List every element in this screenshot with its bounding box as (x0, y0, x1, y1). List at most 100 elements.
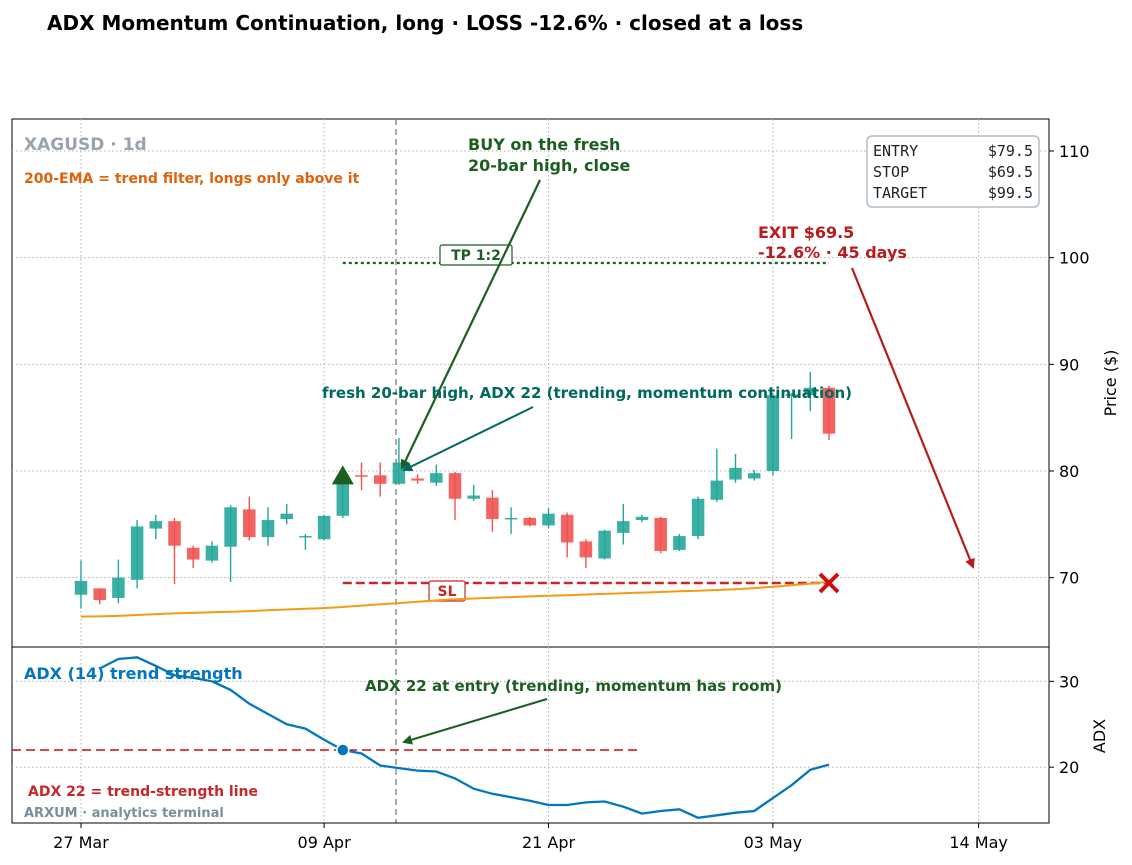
candle-body (411, 478, 424, 481)
candle-body (747, 473, 761, 479)
candle (467, 484, 480, 501)
candle (617, 504, 630, 545)
adx-panel-frame (11, 646, 1050, 824)
signal-annotation: fresh 20-bar high, ADX 22 (trending, mom… (322, 384, 852, 402)
candle (299, 533, 312, 550)
watermark: ARXUM · analytics terminal (24, 806, 224, 821)
adx-entry-dot (336, 743, 350, 757)
candle (74, 560, 88, 609)
info-entry-label: ENTRY (873, 142, 918, 160)
candle (224, 505, 237, 582)
candle-body (224, 507, 237, 547)
adx-y-tick-label: 30 (1059, 672, 1079, 691)
candle (804, 371, 817, 412)
price-y-label: Price ($) (1101, 350, 1120, 417)
candle (598, 529, 611, 560)
candle (654, 516, 667, 554)
price-panel: 70 80 90 100 110 Price ($) XAGUSD · 1d 200-E… (11, 118, 1120, 823)
candle (710, 448, 724, 502)
candle (280, 504, 293, 525)
info-stop-value: $69.5 (988, 163, 1033, 181)
candle-body (617, 521, 630, 533)
candle-body (691, 498, 705, 537)
exit-x-marker (818, 572, 840, 594)
exit-annotation-line2: -12.6% · 45 days (758, 243, 907, 262)
candle (430, 464, 443, 486)
trade-markers (331, 465, 840, 594)
info-target-value: $99.5 (988, 184, 1033, 202)
x-tick-label: 21 Apr (522, 833, 576, 852)
candle (542, 508, 555, 529)
target-level: TP 1:2 (342, 244, 829, 266)
symbol-label: XAGUSD · 1d (24, 135, 147, 155)
candle-body (766, 395, 780, 471)
trade-info-box: ENTRY $79.5 STOP $69.5 TARGET $99.5 (866, 135, 1040, 208)
candle-body (373, 475, 387, 484)
candle (186, 545, 200, 569)
candle-body (542, 513, 555, 526)
candle-body (205, 545, 219, 561)
candle-body (467, 495, 480, 499)
candle-body (785, 394, 798, 396)
info-entry-value: $79.5 (988, 142, 1033, 160)
candle-body (448, 473, 462, 499)
info-stop-label: STOP (873, 163, 909, 181)
candle (691, 496, 705, 540)
candle (168, 517, 181, 585)
x-tick-label: 09 Apr (298, 833, 352, 852)
buy-annotation-arrow (400, 179, 541, 470)
candle (579, 539, 593, 569)
buy-annotation-line1: BUY on the fresh (468, 135, 620, 154)
adx-y-label: ADX (1090, 719, 1109, 753)
adx-annotation-arrow (402, 698, 548, 745)
candle-body (168, 521, 181, 546)
candle (261, 507, 275, 546)
x-axis: 27 Mar 09 Apr 21 Apr 03 May 14 May (53, 823, 1008, 852)
candle-body (74, 580, 88, 595)
candle-body (804, 387, 817, 396)
candle (392, 437, 406, 485)
exit-annotation-line1: EXIT $69.5 (758, 223, 854, 242)
candle-body (504, 517, 518, 520)
x-tick-label: 27 Mar (53, 833, 109, 852)
x-tick-label: 14 May (949, 833, 1008, 852)
candle-body (523, 517, 537, 526)
ema-note: 200-EMA = trend filter, longs only above… (24, 171, 360, 187)
adx-y-tick-label: 20 (1059, 758, 1079, 777)
entry-triangle-marker (331, 465, 354, 485)
candle (560, 512, 574, 558)
x-tick-label: 03 May (744, 833, 803, 852)
signal-annotation-arrow (402, 406, 534, 471)
candle-body (336, 476, 350, 516)
figure-title: ADX Momentum Continuation, long · LOSS -… (47, 11, 803, 35)
candle-body (654, 517, 667, 551)
candle (766, 393, 780, 476)
stop-label: SL (437, 584, 456, 600)
candle-body (430, 473, 443, 483)
candle-body (243, 509, 256, 538)
candle (504, 507, 518, 534)
candle-body (710, 480, 724, 500)
stop-level: SL (342, 580, 829, 602)
candle-body (112, 577, 125, 598)
candle-body (598, 530, 611, 559)
info-target-label: TARGET (873, 184, 927, 202)
candle (93, 588, 106, 605)
candle (112, 559, 125, 604)
price-y-tick-label: 90 (1059, 355, 1079, 374)
candle (523, 516, 537, 527)
candle-body (130, 526, 144, 580)
adx-entry-marker (336, 743, 350, 757)
buy-annotation-line2: 20-bar high, close (468, 156, 630, 175)
candle-body (299, 536, 312, 538)
price-y-tick-label: 80 (1059, 462, 1079, 481)
candle (673, 533, 686, 551)
candle-body (729, 467, 742, 480)
adx-title: ADX (14) trend strength (24, 664, 243, 683)
candle-body (673, 536, 686, 550)
candle (317, 514, 331, 541)
candle (822, 385, 836, 441)
adx-line (99, 656, 830, 819)
